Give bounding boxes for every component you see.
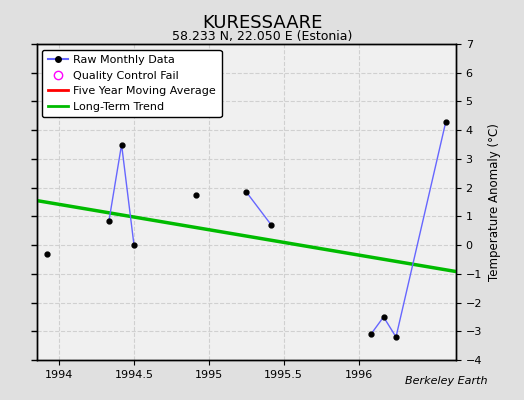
Legend: Raw Monthly Data, Quality Control Fail, Five Year Moving Average, Long-Term Tren: Raw Monthly Data, Quality Control Fail, …	[42, 50, 222, 117]
Y-axis label: Temperature Anomaly (°C): Temperature Anomaly (°C)	[488, 123, 500, 281]
Text: KURESSAARE: KURESSAARE	[202, 14, 322, 32]
Text: Berkeley Earth: Berkeley Earth	[405, 376, 487, 386]
Text: 58.233 N, 22.050 E (Estonia): 58.233 N, 22.050 E (Estonia)	[172, 30, 352, 43]
